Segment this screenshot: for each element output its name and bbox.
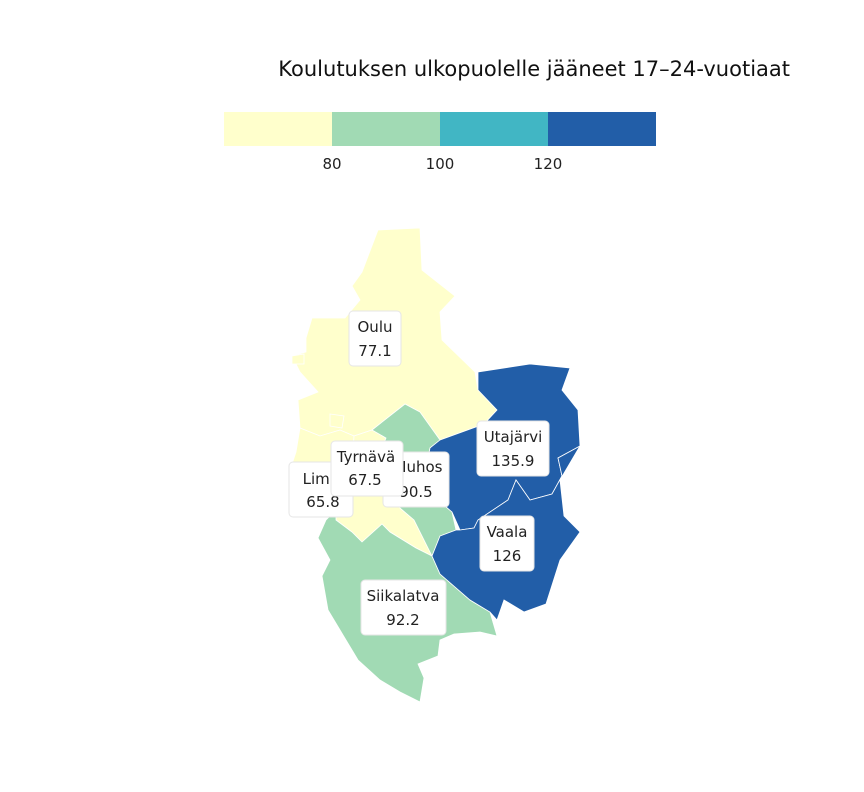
label-value-liminka: 65.8 <box>306 493 339 511</box>
legend-swatch-2 <box>332 112 440 146</box>
legend: 80 100 120 <box>224 112 656 173</box>
label-value-muhos: 90.5 <box>399 483 432 501</box>
region-oulu-island <box>291 353 305 365</box>
label-box-tyrnava <box>330 440 404 497</box>
legend-break-80: 80 <box>322 155 341 173</box>
label-name-oulu: Oulu <box>358 318 393 336</box>
label-name-siikalatva: Siikalatva <box>367 587 440 605</box>
legend-swatch-1 <box>224 112 332 146</box>
label-value-vaala: 126 <box>493 547 522 565</box>
legend-break-100: 100 <box>426 155 455 173</box>
label-box-oulu <box>348 310 402 367</box>
label-box-siikalatva <box>360 579 447 636</box>
label-value-tyrnava: 67.5 <box>348 471 381 489</box>
legend-break-120: 120 <box>534 155 563 173</box>
label-box-vaala <box>479 515 535 572</box>
legend-swatch-3 <box>440 112 548 146</box>
region-labels: Oulu 77.1 Limin 65.8 Muhos 90.5 Tyrnävä … <box>288 310 550 636</box>
label-box-utajarvi <box>476 420 550 477</box>
region-oulu-island-2 <box>329 413 345 429</box>
label-value-utajarvi: 135.9 <box>492 452 535 470</box>
label-name-utajarvi: Utajärvi <box>484 428 543 446</box>
label-name-muhos: Muhos <box>394 458 443 476</box>
label-value-oulu: 77.1 <box>358 342 391 360</box>
label-value-siikalatva: 92.2 <box>386 611 419 629</box>
legend-swatch-4 <box>548 112 656 146</box>
map-title: Koulutuksen ulkopuolelle jääneet 17–24-v… <box>278 57 790 81</box>
label-name-tyrnava: Tyrnävä <box>336 448 395 466</box>
label-name-vaala: Vaala <box>487 523 528 541</box>
